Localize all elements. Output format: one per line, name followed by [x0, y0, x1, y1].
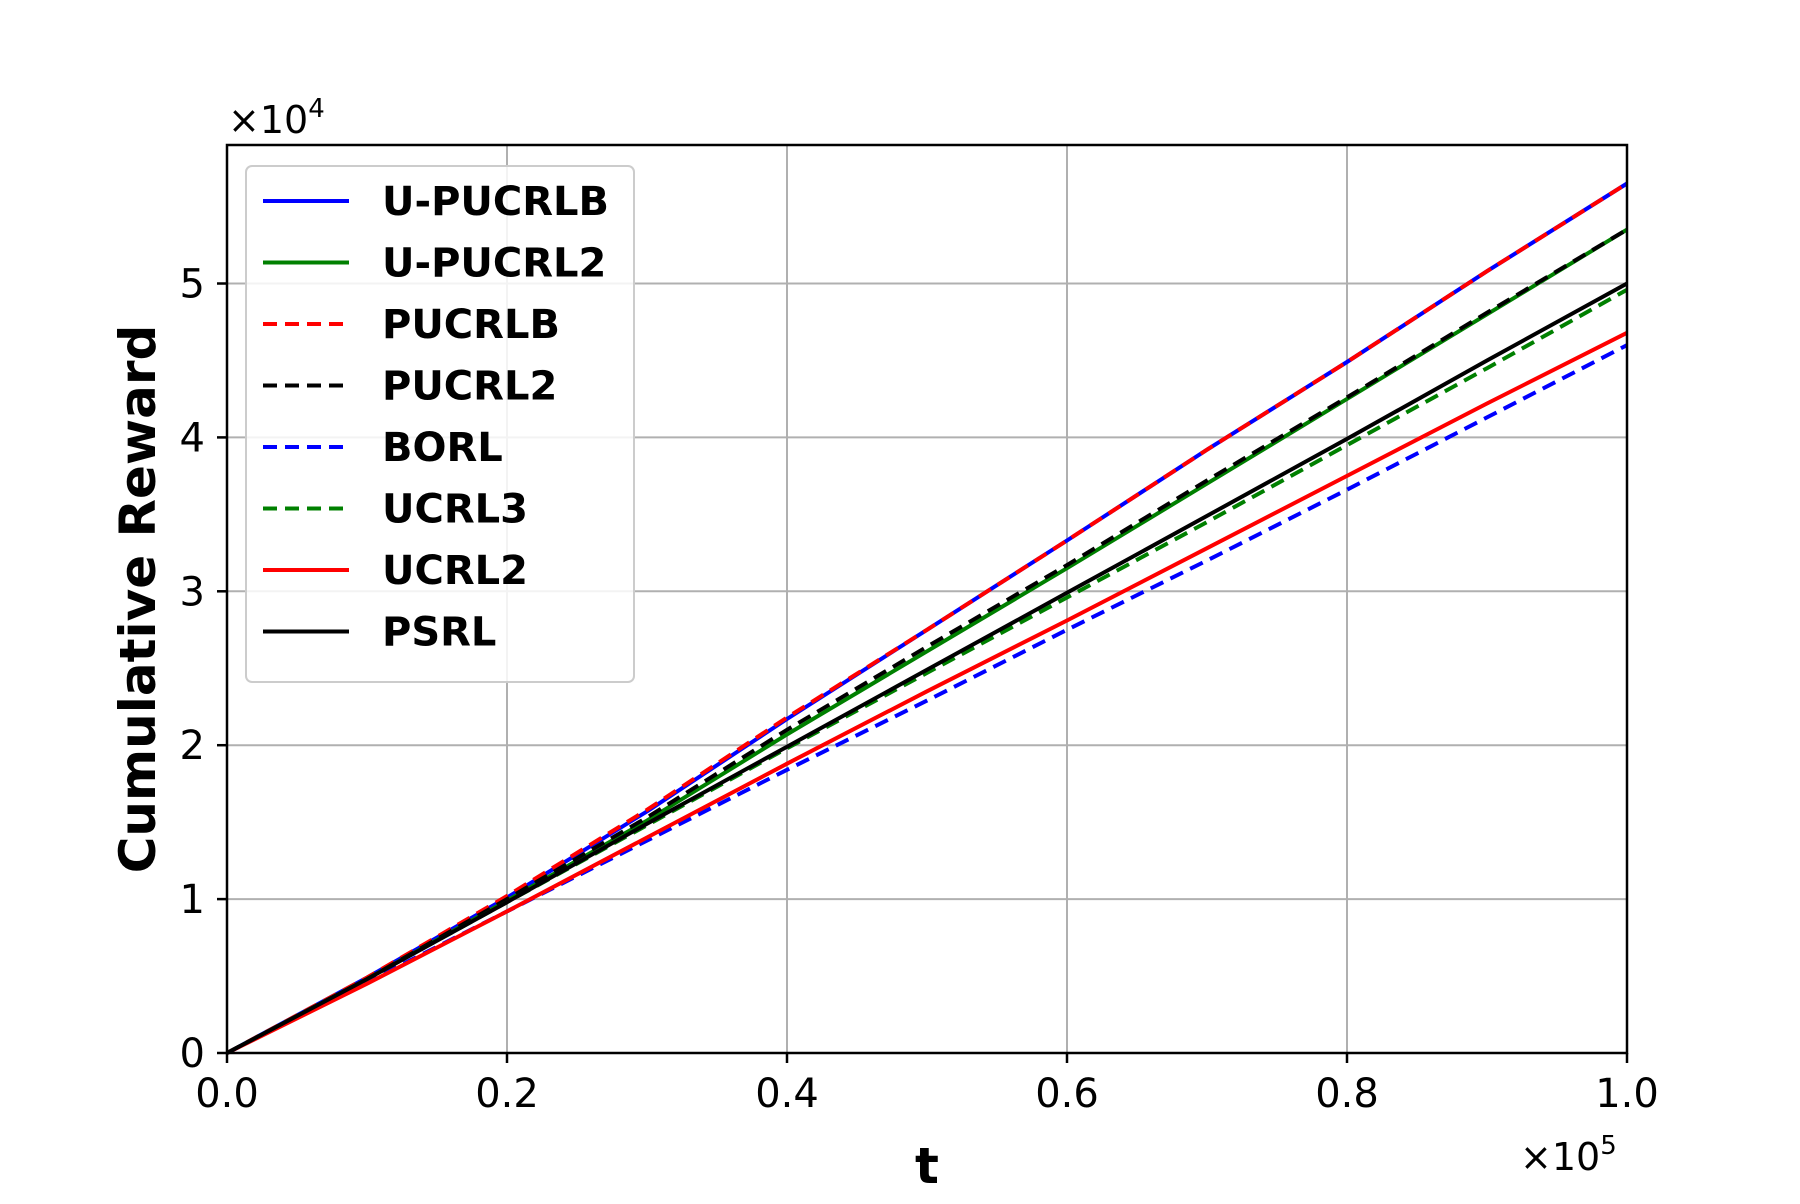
series-line-pucrlb — [226, 181, 1629, 1055]
legend-label: PUCRLB — [382, 302, 560, 348]
series-line-ucrl2 — [226, 331, 1628, 1055]
y-axis-title: Cumulative Reward — [109, 325, 167, 874]
legend-label: UCRL2 — [382, 548, 528, 594]
series-lines — [226, 181, 1629, 1055]
x-tick-label: 0.2 — [475, 1071, 539, 1117]
x-tick-label: 0.4 — [755, 1071, 819, 1117]
y-tick-label: 0 — [180, 1031, 205, 1077]
x-tick-label: 0.0 — [195, 1071, 259, 1117]
x-axis-title: t — [915, 1137, 939, 1195]
axis-ticks: 0.0 0.2 0.4 0.6 0.8 1.0 0 1 2 3 4 5 — [180, 262, 1659, 1117]
y-tick-label: 2 — [180, 723, 205, 769]
y-tick-label: 4 — [180, 415, 205, 461]
x-tick-label: 0.6 — [1035, 1071, 1099, 1117]
series-line-borl — [226, 343, 1628, 1055]
legend-label: PUCRL2 — [382, 364, 557, 410]
legend-label: PSRL — [382, 610, 496, 656]
legend: U-PUCRLB U-PUCRL2 PUCRLB PUCRL2 BORL UCRL3 UCR… — [245, 165, 635, 683]
x-tick-label: 0.8 — [1315, 1071, 1379, 1117]
legend-box — [245, 165, 635, 683]
x-tick-label: 1.0 — [1595, 1071, 1659, 1117]
y-axis-multiplier: ×104 — [228, 94, 325, 142]
series-line-psrl — [226, 281, 1628, 1055]
legend-label: UCRL3 — [382, 487, 528, 533]
legend-label: U-PUCRL2 — [382, 241, 606, 287]
y-tick-label: 1 — [180, 877, 205, 923]
x-axis-multiplier: ×105 — [1520, 1131, 1617, 1179]
y-tick-label: 5 — [180, 262, 205, 308]
legend-label: BORL — [382, 425, 503, 471]
y-tick-label: 3 — [180, 569, 205, 615]
plot-frame — [225, 143, 1629, 1055]
legend-label: U-PUCRLB — [382, 179, 609, 225]
